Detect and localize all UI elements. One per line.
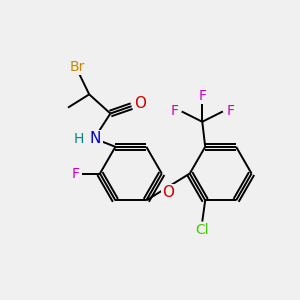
Text: F: F bbox=[198, 89, 206, 103]
Text: F: F bbox=[72, 167, 80, 181]
Text: N: N bbox=[90, 131, 101, 146]
Text: H: H bbox=[74, 132, 84, 146]
Text: F: F bbox=[170, 104, 178, 118]
Text: Br: Br bbox=[70, 60, 85, 74]
Text: O: O bbox=[134, 96, 146, 111]
Text: O: O bbox=[162, 185, 174, 200]
Text: F: F bbox=[226, 104, 234, 118]
Text: Cl: Cl bbox=[196, 223, 209, 237]
